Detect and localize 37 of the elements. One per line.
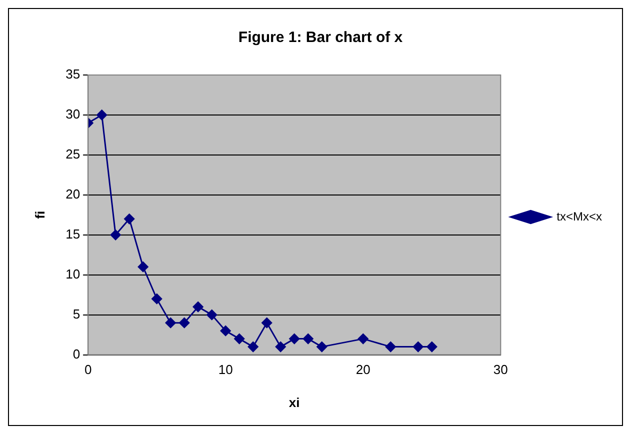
point	[275, 342, 286, 352]
point	[165, 318, 176, 328]
point	[234, 334, 245, 344]
point	[412, 342, 424, 352]
x-tick-label: 30	[493, 362, 508, 378]
point	[385, 342, 396, 352]
y-tick-label: 25	[66, 146, 80, 162]
point	[110, 230, 121, 240]
y-tick-label: 15	[66, 226, 80, 242]
point	[96, 110, 108, 120]
y-axis-title: fi	[32, 210, 48, 219]
point	[124, 214, 135, 224]
y-tick-label: 0	[72, 346, 80, 362]
point	[358, 334, 368, 344]
point	[138, 262, 148, 272]
x-axis-title: xi	[288, 394, 300, 410]
point	[426, 342, 438, 352]
point	[206, 310, 218, 320]
x-tick-label: 20	[356, 362, 370, 378]
legend-label: tx<Mx<x	[556, 209, 602, 224]
point	[289, 334, 300, 344]
y-tick-label: 35	[66, 66, 80, 82]
point	[302, 334, 314, 344]
y-tick-label: 10	[66, 266, 80, 282]
point	[248, 342, 258, 352]
point	[179, 318, 190, 328]
point	[316, 342, 328, 352]
point	[152, 294, 162, 304]
y-tick-label: 5	[72, 306, 80, 322]
x-tick-label: 0	[84, 362, 92, 378]
y-tick-label: 20	[66, 186, 80, 202]
point	[262, 318, 272, 328]
x-tick-label: 10	[218, 362, 233, 378]
y-tick-label: 30	[66, 106, 80, 122]
point	[220, 326, 231, 336]
point	[192, 302, 204, 312]
chart-title: Figure 1: Bar chart of x	[238, 29, 404, 46]
